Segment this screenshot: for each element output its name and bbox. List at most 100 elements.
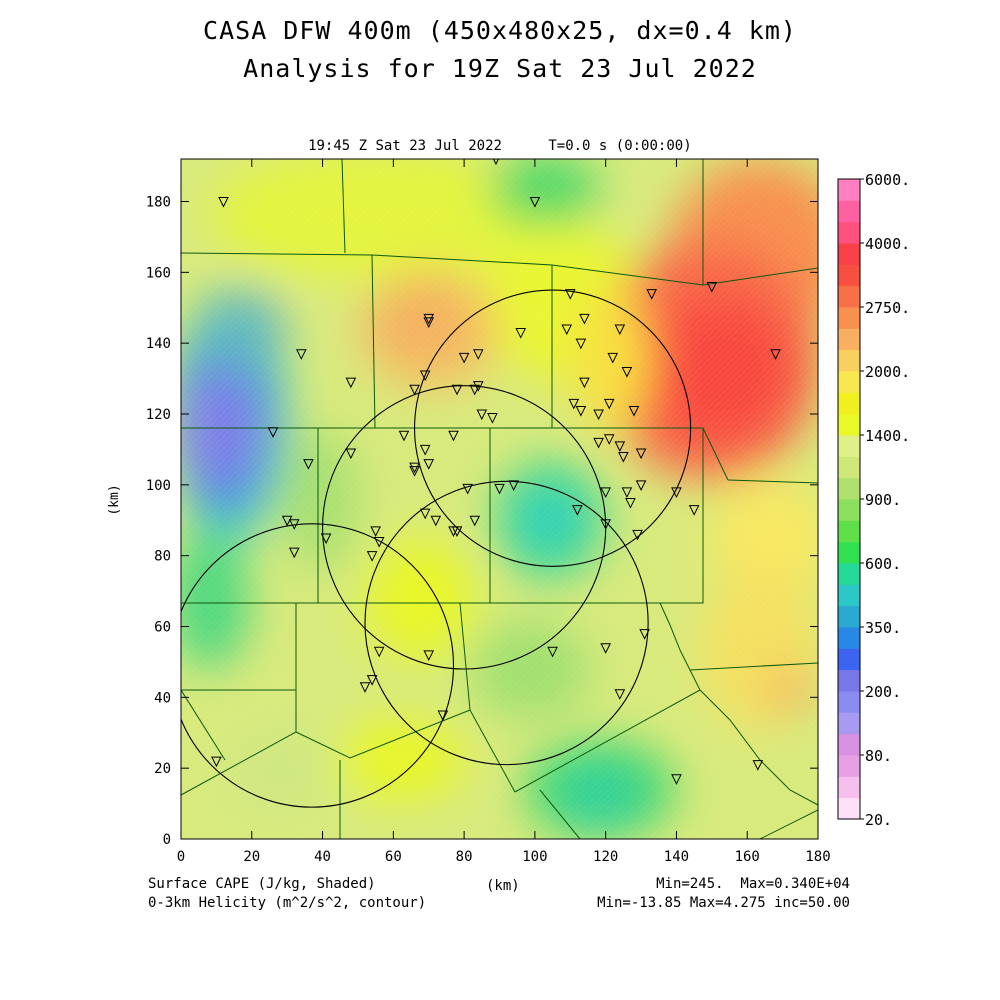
station-marker — [218, 197, 229, 208]
station-marker — [568, 398, 580, 410]
station-marker — [469, 384, 481, 396]
colorbar-swatch — [838, 669, 860, 692]
station-marker — [515, 328, 527, 339]
station-marker — [373, 537, 385, 548]
station-marker — [487, 413, 498, 424]
colorbar-swatch — [838, 776, 860, 799]
station-marker — [770, 349, 781, 360]
colorbar-label: 1400. — [865, 427, 910, 445]
station-marker — [430, 515, 442, 527]
colorbar-label: 80. — [865, 747, 892, 765]
colorbar-swatch — [838, 733, 860, 756]
station-marker — [752, 760, 764, 771]
colorbar-label: 2750. — [865, 299, 910, 317]
y-axis-unit: (km) — [107, 484, 122, 515]
y-tick-label: 0 — [163, 832, 171, 848]
colorbar-swatch — [838, 648, 860, 671]
colorbar: 20. 80. 200. 350. 600. 900. 1400. 2000. 2750. 400… — [837, 171, 910, 829]
station-marker — [462, 483, 473, 495]
station-marker — [409, 462, 420, 474]
station-marker — [621, 367, 633, 378]
x-tick-label: 0 — [177, 849, 185, 865]
station-marker — [688, 505, 700, 516]
y-tick-label: 20 — [154, 761, 171, 777]
colorbar-swatch — [838, 712, 860, 735]
plot-frame — [180, 158, 819, 840]
radar-range-rings — [181, 289, 692, 808]
x-tick-label: 100 — [522, 849, 547, 865]
station-marker — [366, 675, 378, 686]
station-marker — [472, 381, 484, 392]
colorbar-swatch — [838, 392, 860, 415]
station-marker — [529, 197, 541, 208]
y-tick-label: 100 — [146, 478, 171, 494]
station-marker — [458, 352, 470, 364]
station-marker — [607, 352, 619, 364]
station-marker — [296, 349, 307, 360]
station-marker — [579, 377, 590, 389]
colorbar-swatch — [838, 328, 860, 351]
station-marker — [575, 405, 587, 417]
colorbar-swatch — [838, 413, 860, 436]
station-marker — [288, 547, 300, 559]
station-marker — [621, 487, 633, 499]
station-marker — [671, 774, 682, 785]
radar-ring — [322, 385, 607, 670]
colorbar-label: 600. — [865, 555, 901, 573]
station-marker — [618, 452, 629, 463]
y-tick-label: 80 — [154, 549, 171, 565]
station-marker — [472, 349, 484, 360]
station-marker — [635, 480, 647, 491]
station-marker — [359, 682, 371, 693]
station-marker — [281, 515, 293, 527]
colorbar-label: 4000. — [865, 235, 910, 253]
station-marker — [508, 480, 519, 491]
plot-subtitle: Analysis for 19Z Sat 23 Jul 2022 — [243, 54, 757, 83]
station-marker — [635, 448, 647, 460]
colorbar-swatch — [838, 584, 860, 607]
colorbar-label: 200. — [865, 683, 901, 701]
colorbar-swatch — [838, 691, 860, 713]
y-axis-ticks: 0 20 40 60 80 100 120 140 160 180 — [146, 195, 818, 848]
station-marker — [288, 519, 300, 530]
station-marker — [451, 526, 463, 537]
footer-field-range: Min=245. Max=0.340E+04 — [656, 876, 850, 892]
plot-header-t: T=0.0 s (0:00:00) — [548, 138, 691, 154]
station-marker — [600, 487, 611, 499]
station-marker — [469, 515, 481, 527]
colorbar-swatch — [838, 285, 860, 308]
colorbar-label: 900. — [865, 491, 901, 509]
station-marker — [593, 409, 604, 421]
x-tick-label: 40 — [314, 849, 331, 865]
x-tick-label: 120 — [593, 849, 618, 865]
station-marker — [345, 448, 357, 460]
station-marker — [671, 487, 682, 499]
colorbar-swatch — [838, 797, 860, 820]
station-marker — [579, 313, 590, 325]
x-tick-label: 180 — [805, 849, 830, 865]
colorbar-swatch — [838, 179, 860, 201]
radar-ring — [181, 523, 455, 808]
colorbar-swatch — [838, 371, 860, 393]
station-marker — [451, 384, 463, 396]
station-marker — [419, 370, 431, 382]
colorbar-swatch — [838, 307, 860, 329]
colorbar-swatch — [838, 349, 860, 372]
station-marker — [603, 398, 615, 410]
station-marker — [370, 526, 381, 537]
station-marker — [547, 646, 558, 658]
colorbar-swatch — [838, 520, 860, 543]
colorbar-label: 6000. — [865, 171, 910, 189]
station-marker — [437, 710, 449, 722]
x-tick-label: 60 — [385, 849, 402, 865]
plot-title: CASA DFW 400m (450x480x25, dx=0.4 km) — [203, 16, 797, 45]
station-marker — [267, 427, 279, 438]
colorbar-label: 350. — [865, 619, 901, 637]
station-marker — [366, 551, 378, 562]
colorbar-swatch — [838, 499, 860, 521]
colorbar-swatch — [838, 477, 860, 500]
plot-header-time: 19:45 Z Sat 23 Jul 2022 — [308, 138, 502, 154]
y-tick-label: 180 — [146, 195, 171, 211]
county-boundaries — [181, 159, 818, 839]
